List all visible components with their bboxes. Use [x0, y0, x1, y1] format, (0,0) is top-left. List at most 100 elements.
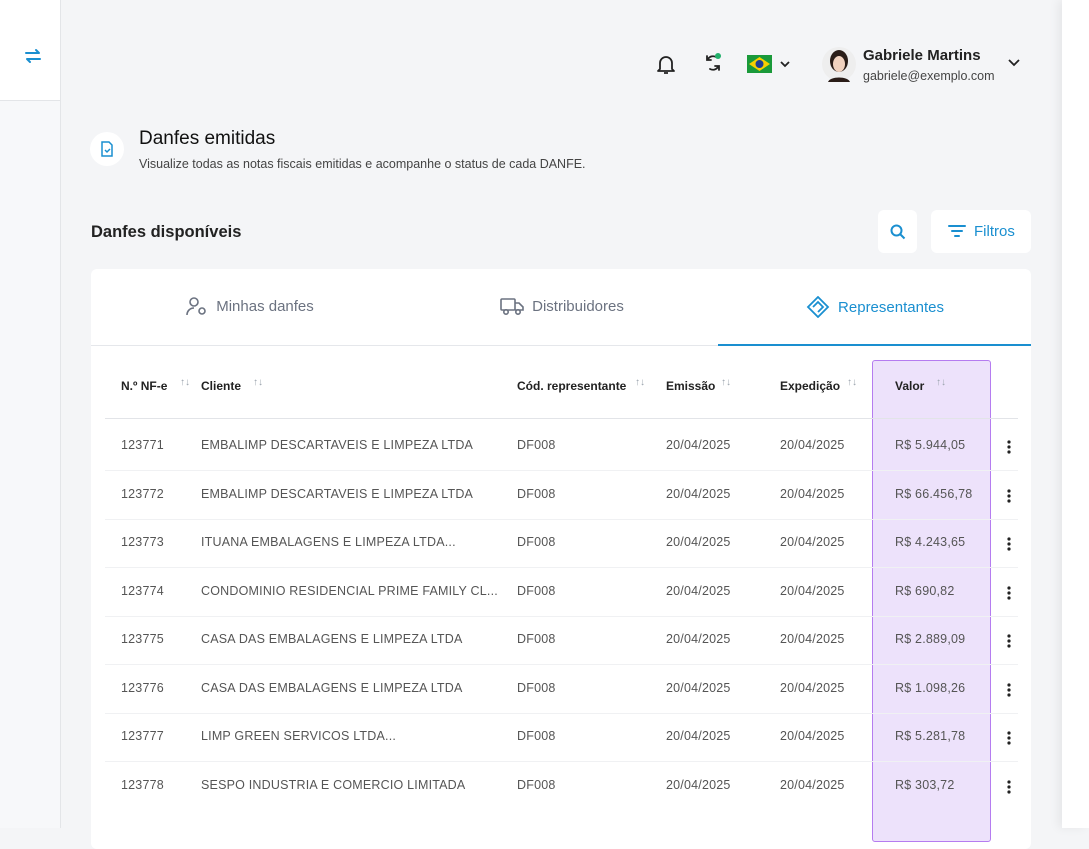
avatar[interactable]	[821, 44, 857, 84]
table-cell: 123773	[121, 535, 164, 549]
page-subtitle: Visualize todas as notas fiscais emitida…	[139, 157, 586, 171]
table-cell: R$ 2.889,09	[895, 632, 966, 646]
tab[interactable]: Distribuidores	[472, 296, 652, 316]
table-cell: DF008	[517, 680, 556, 695]
table-cell: DF008	[517, 583, 556, 598]
tab-label: Representantes	[838, 298, 944, 316]
row-divider	[105, 567, 1018, 568]
row-menu-button[interactable]	[1003, 633, 1015, 649]
table-cell: CASA DAS EMBALAGENS E LIMPEZA LTDA	[201, 680, 463, 695]
sidebar-header	[0, 0, 60, 101]
tab[interactable]: Minhas danfes	[160, 296, 340, 316]
table-cell: 20/04/2025	[780, 680, 845, 695]
column-header: N.º NF-e	[121, 379, 168, 393]
user-menu-button[interactable]	[1007, 58, 1021, 68]
page-title: Danfes emitidas	[139, 128, 276, 149]
tab[interactable]: Representantes	[785, 296, 965, 318]
table-cell: R$ 1.098,26	[895, 680, 966, 695]
table-cell: 20/04/2025	[666, 583, 731, 598]
table-cell: R$ 66.456,78	[895, 486, 973, 501]
notifications-button[interactable]	[656, 53, 676, 75]
table-cell: SESPO INDUSTRIA E COMERCIO LIMITADA	[201, 777, 466, 792]
sort-button[interactable]: ↑↓	[635, 377, 645, 388]
table-cell: 20/04/2025	[666, 535, 731, 549]
row-divider	[105, 761, 1018, 762]
search-button[interactable]	[878, 210, 917, 253]
table-cell: 20/04/2025	[780, 583, 845, 598]
sort-button[interactable]: ↑↓	[253, 377, 263, 388]
column-header: Emissão	[666, 379, 716, 393]
tab-label: Distribuidores	[532, 297, 624, 315]
table-cell: CONDOMINIO RESIDENCIAL PRIME FAMILY CL..…	[201, 583, 498, 598]
row-divider	[105, 470, 1018, 471]
table-cell: DF008	[517, 777, 556, 792]
edge	[1062, 0, 1089, 828]
row-divider	[105, 712, 1018, 714]
table-cell: R$ 690,82	[895, 583, 955, 598]
tab-divider	[91, 345, 1031, 346]
table-cell: 123774	[121, 583, 164, 598]
header-divider	[105, 418, 1018, 419]
table-cell: 20/04/2025	[666, 632, 731, 646]
page-icon	[90, 132, 124, 166]
table-cell: R$ 5.281,78	[895, 729, 966, 743]
row-menu-button[interactable]	[1003, 536, 1015, 552]
column-header: Valor	[895, 379, 925, 393]
table-cell: 20/04/2025	[666, 729, 731, 743]
table-cell: 123776	[121, 680, 164, 695]
table-cell: R$ 5.944,05	[895, 438, 966, 452]
table-cell: CASA DAS EMBALAGENS E LIMPEZA LTDA	[201, 632, 463, 646]
table-cell: 20/04/2025	[666, 438, 731, 452]
table-cell: ITUANA EMBALAGENS E LIMPEZA LTDA...	[201, 535, 456, 549]
table-cell: 123778	[121, 777, 164, 792]
table-cell: 20/04/2025	[780, 486, 845, 501]
table-cell: 20/04/2025	[780, 777, 845, 792]
table-cell: 20/04/2025	[780, 438, 845, 452]
table-cell: 123771	[121, 438, 164, 452]
sort-button[interactable]: ↑↓	[721, 377, 731, 388]
user-name: Gabriele Martins	[863, 47, 981, 64]
table-cell: 20/04/2025	[780, 729, 845, 743]
filter-button[interactable]: Filtros	[931, 210, 1031, 253]
sync-button[interactable]	[702, 51, 724, 75]
table-cell: 20/04/2025	[780, 632, 845, 646]
table-cell: 20/04/2025	[666, 486, 731, 501]
table-cell: 123775	[121, 632, 164, 646]
row-menu-button[interactable]	[1003, 682, 1015, 698]
row-menu-button[interactable]	[1003, 585, 1015, 601]
sort-button[interactable]: ↑↓	[847, 377, 857, 388]
table-cell: EMBALIMP DESCARTAVEIS E LIMPEZA LTDA	[201, 438, 474, 452]
table-cell: EMBALIMP DESCARTAVEIS E LIMPEZA LTDA	[201, 486, 474, 501]
row-divider	[105, 615, 1018, 617]
table-cell: DF008	[517, 486, 556, 501]
table-cell: 20/04/2025	[780, 535, 845, 549]
column-header: Expedição	[780, 379, 841, 393]
table-cell: DF008	[517, 729, 556, 743]
row-menu-button[interactable]	[1003, 730, 1015, 746]
column-highlight	[872, 360, 991, 842]
table-cell: LIMP GREEN SERVICOS LTDA...	[201, 729, 397, 743]
table-cell: DF008	[517, 632, 556, 646]
row-menu-button[interactable]	[1003, 779, 1015, 795]
row-divider	[105, 518, 1018, 520]
table-cell: R$ 4.243,65	[895, 535, 966, 549]
column-header: Cliente	[201, 379, 242, 393]
table-cell: R$ 303,72	[895, 777, 955, 792]
table-cell: DF008	[517, 438, 556, 452]
column-header: Cód. representante	[517, 379, 627, 393]
table-cell: 20/04/2025	[666, 777, 731, 792]
switch-icon[interactable]	[23, 46, 43, 66]
table-cell: DF008	[517, 535, 556, 549]
row-divider	[105, 664, 1018, 665]
language-selector[interactable]	[747, 55, 795, 73]
user-email: gabriele@exemplo.com	[863, 69, 995, 83]
tab-label: Minhas danfes	[216, 297, 314, 315]
filter-label: Filtros	[974, 223, 1015, 240]
row-menu-button[interactable]	[1003, 488, 1015, 504]
sort-button[interactable]: ↑↓	[936, 377, 946, 388]
section-title: Danfes disponíveis	[91, 223, 242, 241]
sort-button[interactable]: ↑↓	[180, 377, 190, 388]
row-menu-button[interactable]	[1003, 439, 1015, 455]
sidebar	[0, 0, 61, 828]
